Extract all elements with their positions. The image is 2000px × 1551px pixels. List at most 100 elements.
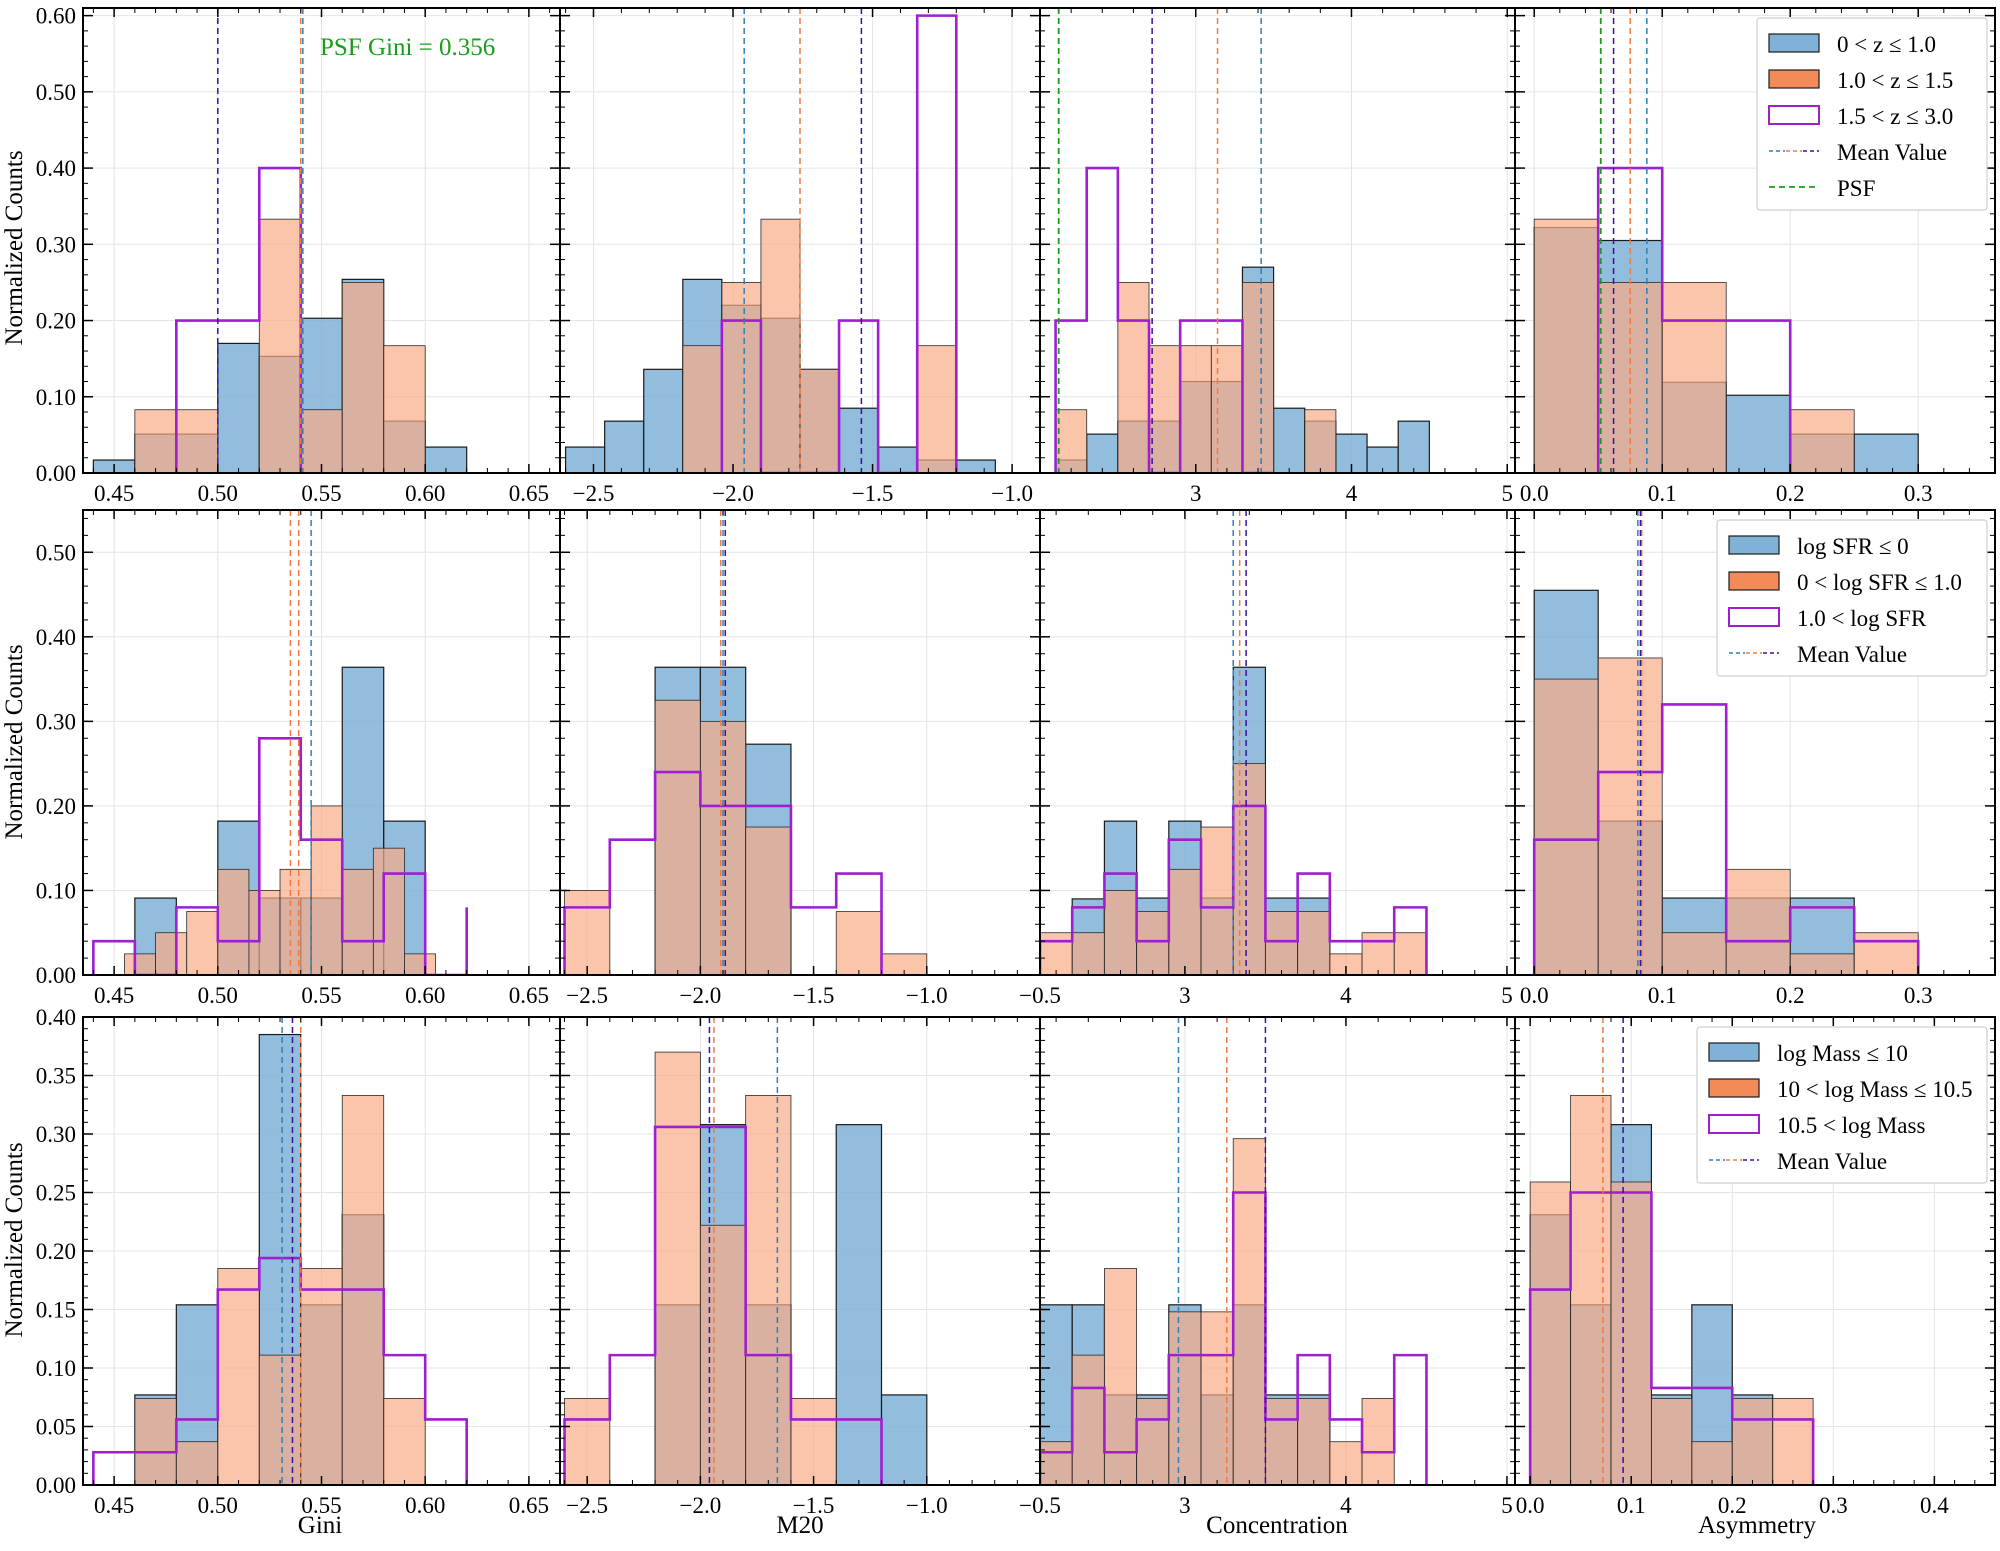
y-tick-label: 0.00	[36, 963, 76, 988]
legend-box	[1696, 1026, 1988, 1184]
legend-swatch-orange	[1708, 1078, 1760, 1098]
bar-orange	[341, 282, 385, 473]
bar-orange	[217, 1268, 260, 1485]
bar-orange	[654, 699, 701, 975]
step-histogram-purple	[720, 14, 958, 473]
bar-orange	[372, 847, 405, 975]
bar-orange	[1610, 1181, 1652, 1485]
x-tick-label: 0.50	[198, 1493, 238, 1518]
x-tick-label: 0.45	[94, 983, 134, 1008]
panel-concentration-row-1: 3 4 5	[1039, 7, 1516, 506]
x-tick-label: 0.65	[509, 983, 549, 1008]
bar-blue	[1725, 394, 1791, 473]
bar-orange	[1361, 1398, 1395, 1485]
bar-orange	[1148, 345, 1181, 473]
bar-orange	[1200, 826, 1234, 975]
bar-orange	[1136, 1398, 1170, 1485]
bar-orange	[1529, 1181, 1571, 1485]
x-tick-label: 0.3	[1904, 481, 1933, 506]
plot-area	[92, 8, 468, 473]
legend-swatch-purple	[1728, 607, 1780, 627]
step-histogram-purple	[1532, 703, 1920, 975]
bar-orange	[1179, 345, 1212, 473]
step-histogram-purple	[563, 770, 883, 975]
bar-blue	[1397, 420, 1430, 473]
bar-orange	[1570, 1094, 1612, 1485]
x-tick-label: −1.0	[906, 1493, 948, 1518]
bar-orange	[175, 409, 219, 473]
bar-orange	[1393, 932, 1427, 975]
legend-box	[1716, 519, 1988, 677]
panel-gini-row-2: 0.45 0.50 0.55 0.60 0.65 0.00 0.10 0.20 0.30 0.40…	[36, 509, 561, 1008]
bar-orange	[916, 345, 957, 473]
bar-orange	[1210, 345, 1243, 473]
legend-label: 10.5 < log Mass	[1777, 1113, 1925, 1138]
y-tick-label: 0.05	[36, 1415, 76, 1440]
panel-asymmetry-row-1: 0.0 0.1 0.2 0.3 0 < z ≤ 1.0 1.0 < z ≤ 1.5 1.5 …	[1514, 7, 1996, 506]
bar-orange	[1168, 868, 1202, 975]
bar-orange	[1361, 932, 1395, 975]
bar-orange	[1772, 1398, 1814, 1485]
y-tick-label: 0.25	[36, 1181, 76, 1206]
bar-orange	[310, 805, 343, 975]
bar-orange	[745, 1094, 792, 1485]
legend-label: 1.5 < z ≤ 3.0	[1837, 104, 1953, 129]
legend: 0 < z ≤ 1.0 1.0 < z ≤ 1.5 1.5 < z ≤ 3.0 Mea…	[1756, 17, 1988, 211]
y-tick-label: 0.00	[36, 461, 76, 486]
bar-orange	[1533, 218, 1599, 473]
plot-area	[1528, 1017, 1815, 1485]
x-tick-label: 0.55	[301, 481, 341, 506]
legend-label: PSF	[1837, 176, 1875, 201]
ylabel-row-2: Normalized Counts	[1, 644, 28, 839]
x-tick-label: −2.5	[573, 481, 615, 506]
panel-m20-row-2: −2.5 −2.0 −1.5 −1.0 −0.5	[559, 509, 1061, 1008]
legend-label: log Mass ≤ 10	[1777, 1041, 1908, 1066]
y-tick-label: 0.50	[36, 80, 76, 105]
bar-orange	[1104, 890, 1138, 975]
panel-asymmetry-row-2: 0.0 0.1 0.2 0.3 log SFR ≤ 0 0 < log SFR ≤ 1.0…	[1514, 509, 1996, 1008]
bar-orange	[564, 890, 611, 975]
bar-orange	[1304, 409, 1337, 473]
bar-orange	[1661, 282, 1727, 473]
y-tick-label: 0.20	[36, 1239, 76, 1264]
axes-frame	[1039, 7, 1516, 474]
bar-orange	[279, 868, 312, 975]
plot-area	[563, 1017, 928, 1485]
x-tick-label: 0.45	[94, 481, 134, 506]
legend-label: 1.0 < log SFR	[1797, 606, 1927, 631]
bar-orange	[383, 345, 426, 473]
y-tick-label: 0.15	[36, 1298, 76, 1323]
bar-orange	[790, 1398, 837, 1485]
step-histogram-purple	[92, 1256, 468, 1485]
plot-area	[1040, 510, 1428, 975]
x-tick-label: 0.50	[198, 983, 238, 1008]
x-tick-label: 0.55	[301, 1493, 341, 1518]
x-tick-label: 0.0	[1520, 983, 1549, 1008]
bar-orange	[721, 282, 762, 473]
x-tick-label: 3	[1179, 1493, 1191, 1518]
bar-orange	[258, 218, 302, 473]
x-tick-label: 0.4	[1920, 1493, 1949, 1518]
bar-orange	[1265, 1398, 1299, 1485]
bar-blue	[1086, 433, 1119, 473]
bar-orange	[1597, 657, 1663, 975]
panel-m20-row-1: −2.5 −2.0 −1.5 −1.0	[559, 7, 1041, 506]
bar-orange	[341, 868, 374, 975]
x-tick-label: 3	[1179, 983, 1191, 1008]
panel-m20-row-3: −2.5 −2.0 −1.5 −1.0 −0.5	[559, 1016, 1061, 1518]
psf-gini-annotation: PSF Gini = 0.356	[320, 34, 495, 61]
bar-blue	[835, 1124, 883, 1485]
plot-area	[1054, 8, 1430, 473]
x-tick-label: −1.5	[852, 481, 894, 506]
x-tick-label: 0.60	[405, 1493, 445, 1518]
plot-area	[563, 510, 928, 975]
panels-layer: 0.45 0.50 0.55 0.60 0.650.000.100.200.300.40…	[36, 4, 1996, 1518]
x-tick-label: 0.60	[405, 983, 445, 1008]
x-tick-label: 0.2	[1718, 1493, 1747, 1518]
plot-area	[92, 510, 468, 975]
bar-orange	[1242, 282, 1275, 473]
legend-label: 10 < log Mass ≤ 10.5	[1777, 1077, 1973, 1102]
y-tick-label: 0.35	[36, 1064, 76, 1089]
axes-frame	[1514, 7, 1996, 474]
